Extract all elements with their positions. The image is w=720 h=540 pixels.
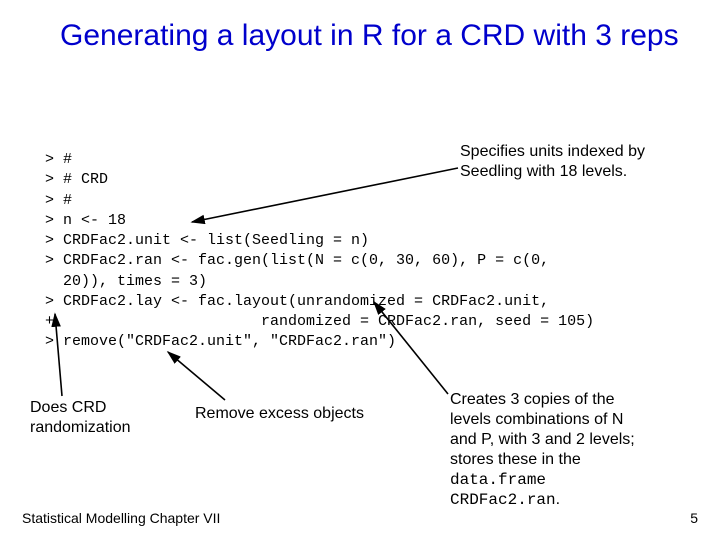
- slide-title: Generating a layout in R for a CRD with …: [60, 18, 680, 54]
- annotation-does-crd: Does CRD randomization: [30, 398, 131, 438]
- footer-chapter: Statistical Modelling Chapter VII: [22, 510, 220, 526]
- annotation-creates: Creates 3 copies of the levels combinati…: [450, 390, 685, 510]
- annotation-specifies: Specifies units indexed by Seedling with…: [460, 142, 655, 182]
- arrow-remove: [168, 352, 225, 400]
- annotation-remove: Remove excess objects: [195, 404, 364, 424]
- page-number: 5: [690, 510, 698, 526]
